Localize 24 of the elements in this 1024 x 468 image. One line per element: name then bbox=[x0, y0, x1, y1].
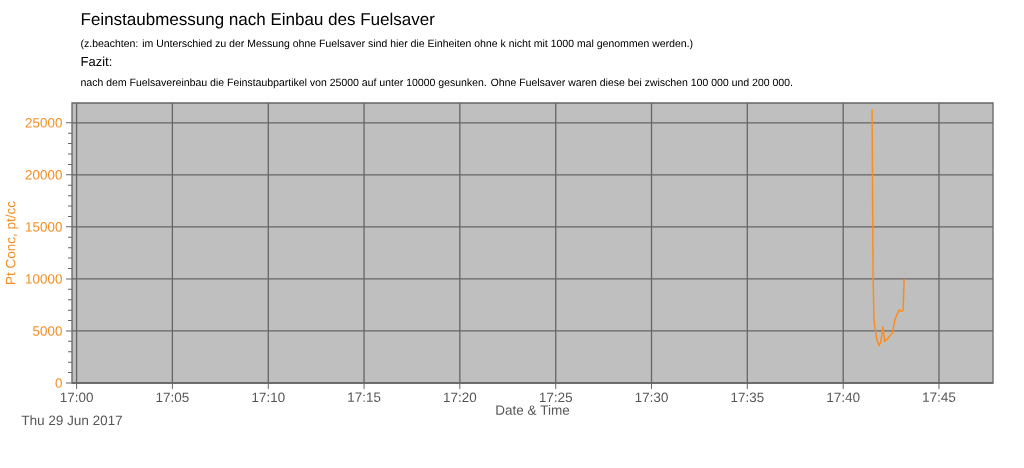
x-axis-title: Date & Time bbox=[496, 404, 570, 415]
y-tick-label: 10000 bbox=[25, 274, 62, 284]
y-tick-label: 25000 bbox=[25, 118, 62, 128]
x-tick-label: 17:35 bbox=[731, 392, 764, 403]
x-tick-label: 17:30 bbox=[635, 392, 668, 403]
text: Fazit: bbox=[81, 56, 112, 67]
text: Thu 29 Jun 2017 bbox=[21, 415, 122, 426]
x-tick-label: 17:15 bbox=[348, 392, 381, 402]
x-tick-label: 17:40 bbox=[827, 392, 860, 403]
y-axis-title: Pt Conc, pt/cc bbox=[5, 201, 19, 284]
x-tick-label: 17:20 bbox=[443, 392, 477, 403]
y-tick-label: 15000 bbox=[25, 222, 62, 232]
line-series bbox=[871, 108, 905, 347]
x-tick-label: 17:45 bbox=[923, 392, 956, 402]
x-tick-label: 17:00 bbox=[60, 392, 93, 403]
y-tick-label: 5000 bbox=[32, 326, 62, 336]
text: nach dem Fuelsavereinbau die Feinstaubpartikel von 25000 auf unter 10000 gesunken. Ohne Fuelsaver waren diese bei zwischen 100 000 und 200 000. bbox=[81, 78, 792, 89]
y-tick-label: 0 bbox=[55, 378, 62, 388]
x-tick-label: 17:25 bbox=[539, 392, 573, 403]
x-tick-label: 17:05 bbox=[156, 392, 189, 403]
x-tick-label: 17:10 bbox=[252, 392, 285, 403]
chart-title: Feinstaubmessung nach Einbau des Fuelsaver bbox=[81, 12, 435, 29]
y-tick-label: 20000 bbox=[25, 170, 62, 180]
chart-subtitle: (z.beachten: im Unterschied zu der Messung ohne Fuelsaver sind hier die Einheiten ohne k nicht mit 1000 mal genommen werden.) bbox=[81, 39, 693, 50]
